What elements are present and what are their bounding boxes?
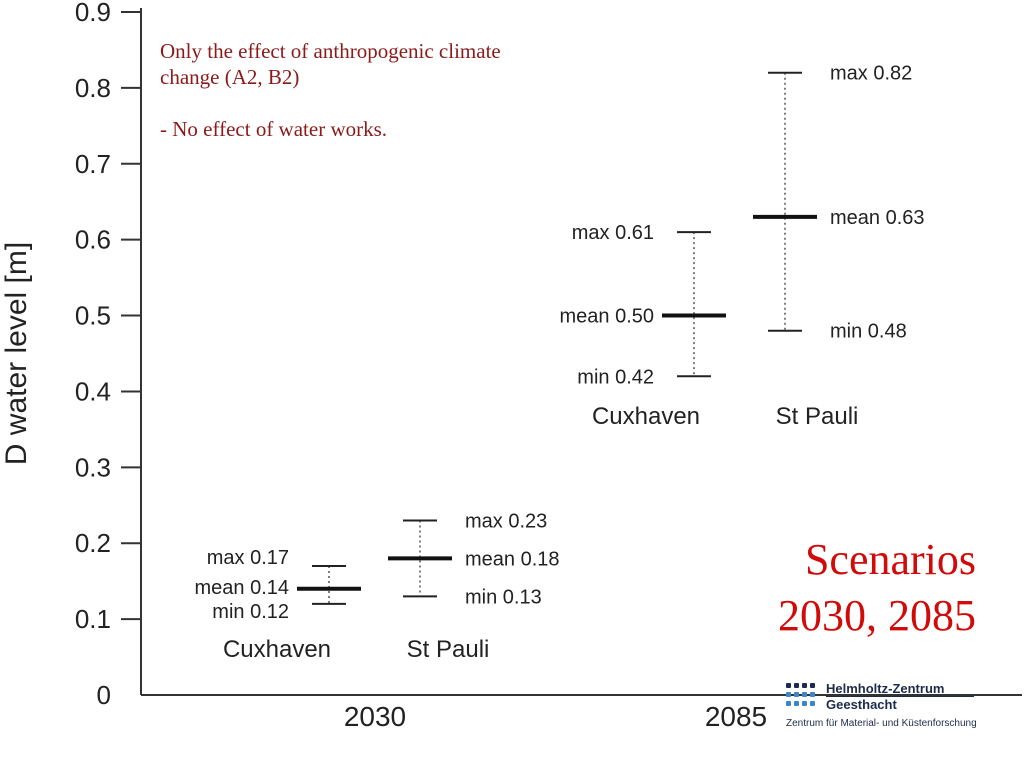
note-anthropogenic-effect: Only the effect of anthropogenic climate… bbox=[160, 39, 501, 89]
note-no-water-works: - No effect of water works. bbox=[160, 117, 388, 141]
logo-rule bbox=[826, 696, 974, 697]
y-tick-label: 0 bbox=[97, 680, 111, 710]
mean-value-label: mean 0.14 bbox=[194, 577, 289, 599]
mean-value-label: mean 0.18 bbox=[465, 548, 560, 570]
helmholtz-logo: Helmholtz-Zentrum Geesthacht Zentrum für… bbox=[786, 681, 986, 736]
scenario-title: Scenarios 2030, 2085 bbox=[778, 532, 976, 644]
logo-subtitle: Zentrum für Material- und Küstenforschun… bbox=[786, 718, 977, 729]
station-name-label: St Pauli bbox=[407, 636, 490, 663]
logo-dot bbox=[810, 683, 815, 688]
logo-dot bbox=[810, 692, 815, 697]
scenario-title-line1: Scenarios bbox=[804, 535, 976, 584]
y-tick-label: 0.5 bbox=[75, 301, 111, 331]
logo-dot bbox=[786, 683, 791, 688]
max-value-label: max 0.17 bbox=[207, 547, 289, 569]
station-name-label: Cuxhaven bbox=[223, 636, 331, 663]
logo-dot bbox=[794, 701, 799, 706]
logo-dot bbox=[802, 683, 807, 688]
y-tick-label: 0.7 bbox=[75, 149, 111, 179]
min-value-label: min 0.12 bbox=[212, 601, 289, 623]
mean-value-label: mean 0.50 bbox=[559, 306, 654, 328]
y-tick-label: 0.8 bbox=[75, 73, 111, 103]
min-value-label: min 0.13 bbox=[465, 586, 542, 608]
y-tick-label: 0.9 bbox=[75, 0, 111, 27]
max-value-label: max 0.82 bbox=[830, 63, 912, 85]
station-name-label: Cuxhaven bbox=[592, 403, 700, 430]
logo-dot bbox=[794, 692, 799, 697]
y-tick-label: 0.6 bbox=[75, 225, 111, 255]
logo-name-line2: Geesthacht bbox=[826, 697, 897, 712]
y-tick-label: 0.1 bbox=[75, 604, 111, 634]
y-tick-label: 0.4 bbox=[75, 376, 111, 406]
max-value-label: max 0.61 bbox=[572, 222, 654, 244]
min-value-label: min 0.48 bbox=[830, 321, 907, 343]
logo-dot bbox=[786, 692, 791, 697]
station-name-label: St Pauli bbox=[776, 403, 859, 430]
logo-dot bbox=[786, 701, 791, 706]
logo-name-line1: Helmholtz-Zentrum bbox=[826, 681, 945, 696]
max-value-label: max 0.23 bbox=[465, 510, 547, 532]
x-category-label: 2030 bbox=[344, 701, 406, 732]
x-category-label: 2085 bbox=[705, 701, 767, 732]
min-value-label: min 0.42 bbox=[577, 366, 654, 388]
y-tick-label: 0.2 bbox=[75, 528, 111, 558]
logo-dot bbox=[810, 701, 815, 706]
mean-value-label: mean 0.63 bbox=[830, 207, 925, 229]
logo-dots-icon bbox=[786, 683, 820, 717]
logo-dot bbox=[794, 683, 799, 688]
logo-dot bbox=[802, 701, 807, 706]
scenario-title-line2: 2030, 2085 bbox=[778, 591, 976, 640]
y-axis-label: D water level [m] bbox=[0, 242, 33, 465]
y-tick-label: 0.3 bbox=[75, 452, 111, 482]
logo-dot bbox=[802, 692, 807, 697]
